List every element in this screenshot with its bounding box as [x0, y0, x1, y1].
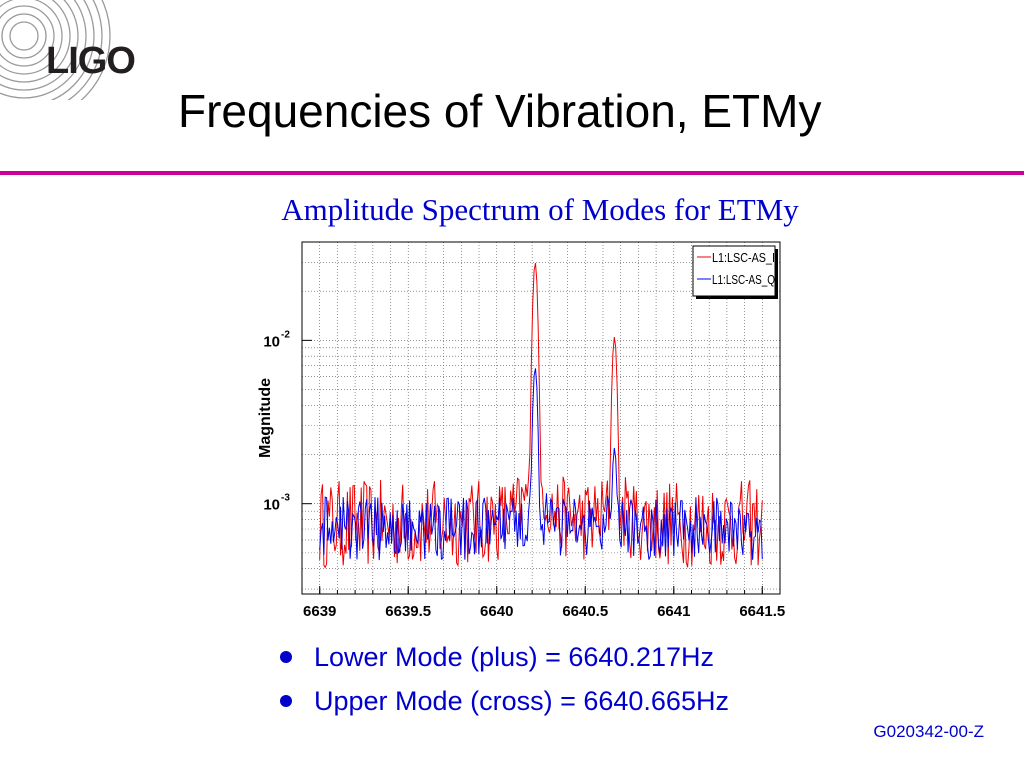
- axis-layer: 6639 6639.5 6640 6640.5 6641 6641.510 -210 -3Ma…: [257, 241, 785, 620]
- series-line-2: [319, 368, 763, 561]
- x-tick-label: 6639.5: [385, 603, 431, 620]
- amplitude-spectrum-chart: 6639 6639.5 6640 6640.5 6641 6641.510 -210 -3Ma…: [257, 241, 785, 620]
- series-layer: [319, 263, 763, 569]
- y-axis-label: Magnitude: [257, 378, 274, 458]
- chart-title: Amplitude Spectrum of Modes for ETMy: [281, 192, 799, 227]
- legend-label: L1:LSC-AS_Q: [712, 273, 775, 287]
- y-tick-exponent: -3: [281, 493, 290, 504]
- legend-label: L1:LSC-AS_I: [712, 251, 775, 265]
- y-tick-label: 10: [263, 333, 280, 350]
- logo-text: LIGO: [46, 40, 136, 82]
- ligo-logo: [0, 0, 111, 100]
- legend-box: [692, 245, 776, 297]
- page-title: Frequencies of Vibration, ETMy: [178, 85, 822, 137]
- x-tick-label: 6641.5: [739, 603, 785, 620]
- plot-frame: [301, 241, 781, 595]
- list-item: Upper Mode (cross) = 6640.665Hz: [280, 682, 729, 726]
- mode-list: Lower Mode (plus) = 6640.217Hz Upper Mod…: [280, 638, 729, 726]
- x-tick-label: 6640.5: [562, 603, 608, 620]
- title-divider: [0, 171, 1024, 175]
- y-tick-exponent: -2: [281, 329, 290, 340]
- legend: L1:LSC-AS_I L1:LSC-AS_Q: [692, 245, 778, 299]
- bullet-dot-icon: [280, 694, 292, 707]
- list-item: Lower Mode (plus) = 6640.217Hz: [280, 638, 729, 682]
- lower-mode-text: Lower Mode (plus) = 6640.217Hz: [314, 642, 714, 672]
- x-tick-label: 6639: [303, 603, 336, 620]
- bullet-dot-icon: [280, 650, 292, 663]
- document-id: G020342-00-Z: [873, 722, 984, 741]
- x-tick-label: 6640: [480, 603, 513, 620]
- y-tick-label: 10: [263, 497, 280, 514]
- upper-mode-text: Upper Mode (cross) = 6640.665Hz: [314, 686, 729, 716]
- x-tick-label: 6641: [657, 603, 690, 620]
